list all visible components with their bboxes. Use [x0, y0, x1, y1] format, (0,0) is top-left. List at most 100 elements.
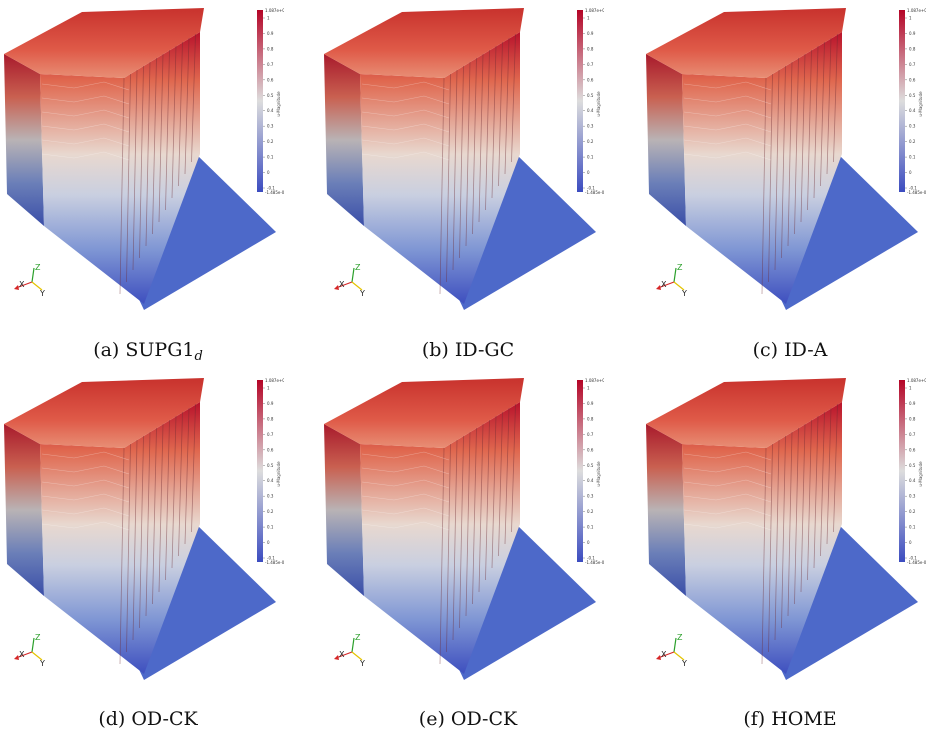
ridge-line — [152, 57, 157, 235]
panel-caption: (a) SUPG1d — [0, 339, 298, 364]
axis-x-label: X — [339, 280, 345, 289]
ridge-line — [807, 49, 812, 211]
ridge-line — [794, 57, 799, 235]
colorbar-max-label: 1.087e+00 — [907, 8, 926, 13]
colorbar-tick-label: 0.1 — [267, 525, 274, 530]
colorbar-tick-label: 0.2 — [909, 139, 916, 144]
terrace-line — [683, 493, 772, 503]
figure-panel-d: 1.087e+00 1 0.9 0.8 0.7 0.6 0.5 0.4 0.3 0.2 0.1 0 -0… — [4, 374, 304, 690]
surface-plot: 1.087e+00 1 0.9 0.8 0.7 0.6 0.5 0.4 0.3 0.2 0.1 0 -0… — [4, 8, 284, 310]
axis-y-label: Y — [359, 659, 365, 668]
colorbar-tick-label: 0.6 — [587, 77, 594, 82]
terrace-line — [683, 451, 772, 461]
left-face — [646, 54, 686, 226]
ridge-line — [807, 419, 812, 581]
colorbar-tick-label: 0.4 — [587, 478, 594, 483]
colorbar-tick-label: 0.5 — [267, 463, 274, 468]
axis-x-label: X — [19, 280, 25, 289]
terrace-line — [41, 493, 130, 503]
ridge-line — [439, 447, 445, 665]
ridge-line — [504, 37, 510, 175]
colorbar-tick-label: 0.3 — [909, 494, 916, 499]
ridge-line — [826, 37, 832, 175]
colorbar — [577, 10, 583, 192]
colorbar-title: u-Magnitude — [596, 91, 601, 117]
colorbar-tick-label: 1 — [909, 386, 912, 391]
axis-x-label: X — [661, 280, 667, 289]
ridge-line — [165, 49, 170, 211]
axis-z-label: Z — [35, 263, 41, 272]
ridge-line — [781, 435, 786, 629]
ridge-line — [126, 443, 131, 653]
ridge-line — [813, 45, 819, 199]
colorbar-tick-label: 0.5 — [587, 93, 594, 98]
top-face — [4, 8, 204, 78]
figure-panel-b: 1.087e+00 1 0.9 0.8 0.7 0.6 0.5 0.4 0.3 0.2 0.1 0 -0… — [324, 4, 624, 320]
colorbar-tick-label: 1 — [267, 16, 270, 21]
colorbar-tick-label: 0.7 — [267, 432, 274, 437]
ridge-line — [820, 41, 825, 187]
colorbar-max-label: 1.087e+00 — [585, 378, 604, 383]
terrace-line — [361, 465, 450, 475]
ridge-line — [491, 415, 497, 569]
axis-z-label: Z — [35, 633, 41, 642]
surface-plot: 1.087e+00 1 0.9 0.8 0.7 0.6 0.5 0.4 0.3 0.2 0.1 0 -0… — [4, 378, 284, 680]
colorbar-max-label: 1.087e+00 — [265, 378, 284, 383]
top-face — [4, 378, 204, 448]
panel-caption: (d) OD-CK — [0, 708, 298, 730]
colorbar-tick-label: 0.1 — [587, 155, 594, 160]
ridge-line — [145, 61, 151, 247]
terrace-line — [683, 95, 772, 105]
colorbar-tick-label: 0.5 — [909, 93, 916, 98]
colorbar-tick-label: 0.6 — [909, 77, 916, 82]
terrace-line — [361, 109, 450, 119]
ridge-line — [132, 69, 138, 271]
ridge-line — [774, 69, 780, 271]
colorbar-tick-label: 0.1 — [909, 525, 916, 530]
terrace-line — [41, 81, 130, 91]
ridge-line — [178, 411, 183, 557]
colorbar-tick-label: 0.2 — [909, 509, 916, 514]
colorbar-max-label: 1.087e+00 — [585, 8, 604, 13]
colorbar-tick-label: 1 — [909, 16, 912, 21]
colorbar-tick-label: 0.7 — [267, 62, 274, 67]
ridge-line — [826, 407, 832, 545]
colorbar-tick-label: -0.1 — [909, 556, 917, 561]
ridge-line — [178, 41, 183, 187]
colorbar-tick-label: 0.2 — [267, 139, 274, 144]
terrace-line — [361, 151, 450, 161]
figure-panel-f: 1.087e+00 1 0.9 0.8 0.7 0.6 0.5 0.4 0.3 0.2 0.1 0 -0… — [646, 374, 929, 690]
ridge-line — [478, 423, 484, 593]
ridge-line — [472, 57, 477, 235]
ridge-line — [768, 443, 773, 653]
colorbar-tick-label: 0.6 — [267, 447, 274, 452]
panel-caption: (e) OD-CK — [318, 708, 618, 730]
terrace-line — [361, 123, 450, 133]
colorbar-tick-label: 0.5 — [909, 463, 916, 468]
ridge-line — [184, 37, 190, 175]
colorbar-tick-label: 0 — [267, 170, 270, 175]
left-face — [4, 54, 44, 226]
ridge-line — [139, 65, 144, 259]
top-face — [324, 378, 524, 448]
colorbar-tick-label: 0.4 — [267, 478, 274, 483]
ridge-line — [813, 415, 819, 569]
axis-y-label: Y — [359, 289, 365, 298]
colorbar-title: u-Magnitude — [596, 461, 601, 487]
ridge-line — [504, 407, 510, 545]
colorbar-tick-label: 0.6 — [587, 447, 594, 452]
colorbar-tick-label: 0 — [587, 170, 590, 175]
terrace-line — [683, 151, 772, 161]
surface-plot: 1.087e+00 1 0.9 0.8 0.7 0.6 0.5 0.4 0.3 0.2 0.1 0 -0… — [324, 378, 604, 680]
axis-y-label: Y — [681, 659, 687, 668]
colorbar-tick-label: 1 — [587, 16, 590, 21]
colorbar-max-label: 1.087e+00 — [907, 378, 926, 383]
colorbar-tick-label: 0.4 — [267, 108, 274, 113]
terrace-line — [41, 123, 130, 133]
colorbar-tick-label: 0.6 — [267, 77, 274, 82]
colorbar-max-label: 1.087e+00 — [265, 8, 284, 13]
ridge-line — [119, 447, 125, 665]
colorbar-tick-label: 0.4 — [909, 108, 916, 113]
ridge-line — [787, 61, 793, 247]
ridge-line — [472, 427, 477, 605]
